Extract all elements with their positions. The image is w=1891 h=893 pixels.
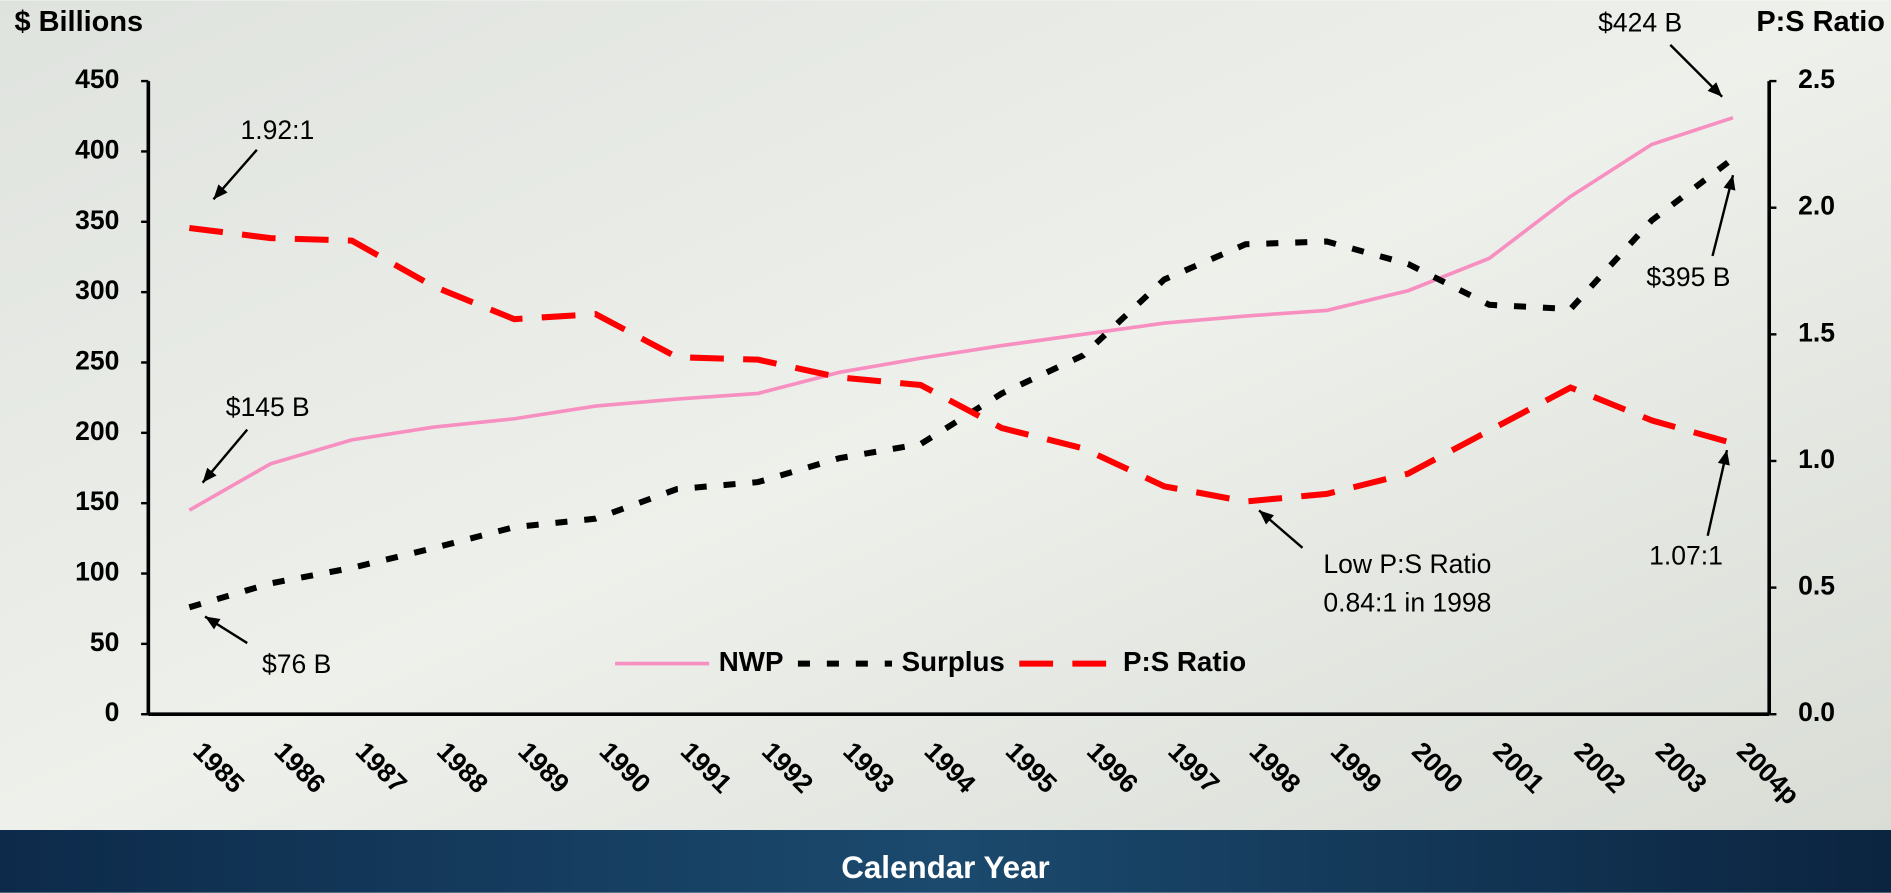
arrow-head: [1717, 450, 1730, 466]
banner: [0, 830, 1891, 893]
annotation: Low P:S Ratio: [1323, 549, 1491, 579]
y2-tick-label: 0.5: [1798, 571, 1835, 601]
series-line: [188, 224, 1734, 505]
annotation: $145 B: [226, 392, 310, 422]
annotation: 0.84:1 in 1998: [1323, 588, 1491, 618]
x-axis-label: Calendar Year: [841, 850, 1050, 885]
legend-label: Surplus: [902, 646, 1005, 677]
y2-tick-label: 2.0: [1798, 191, 1835, 221]
arrow-head: [202, 467, 217, 483]
arrow-head: [205, 616, 221, 630]
y-tick-label: 300: [75, 275, 119, 305]
legend-label: P:S Ratio: [1123, 646, 1246, 677]
arrow-head: [213, 184, 228, 200]
arrow-head: [1259, 510, 1274, 525]
arrow-head: [1723, 175, 1736, 191]
y2-axis-label: P:S Ratio: [1756, 6, 1885, 38]
legend-item: Surplus: [797, 646, 1005, 677]
y-tick-label: 400: [75, 134, 119, 164]
y2-tick-label: 1.0: [1798, 444, 1835, 474]
y-tick-label: 250: [75, 345, 119, 375]
y2-tick-label: 0.0: [1798, 697, 1835, 727]
annotation: 1.92:1: [241, 115, 315, 145]
annotation: 1.07:1: [1649, 540, 1723, 570]
y-tick-label: 200: [75, 416, 119, 446]
legend-label: NWP: [719, 646, 784, 677]
y-tick-label: 350: [75, 205, 119, 235]
legend-item: NWP: [615, 646, 783, 677]
y-tick-label: 450: [75, 64, 119, 94]
y-tick-label: 150: [75, 486, 119, 516]
annotation-arrow: [1706, 449, 1729, 537]
background: [0, 0, 1891, 831]
annotation: $424 B: [1598, 7, 1682, 37]
series-line: [188, 156, 1735, 611]
y-axis-label: $ Billions: [14, 6, 143, 38]
y-tick-label: 100: [75, 557, 119, 587]
annotation: $395 B: [1646, 262, 1730, 292]
legend-item: P:S Ratio: [1019, 646, 1246, 677]
y2-tick-label: 2.5: [1798, 64, 1835, 94]
y-tick-label: 0: [105, 697, 120, 727]
series-line: [188, 115, 1734, 512]
arrow-head: [1707, 82, 1723, 97]
annotation: $76 B: [262, 649, 331, 679]
y-tick-label: 50: [90, 627, 120, 657]
y2-tick-label: 1.5: [1798, 317, 1835, 347]
